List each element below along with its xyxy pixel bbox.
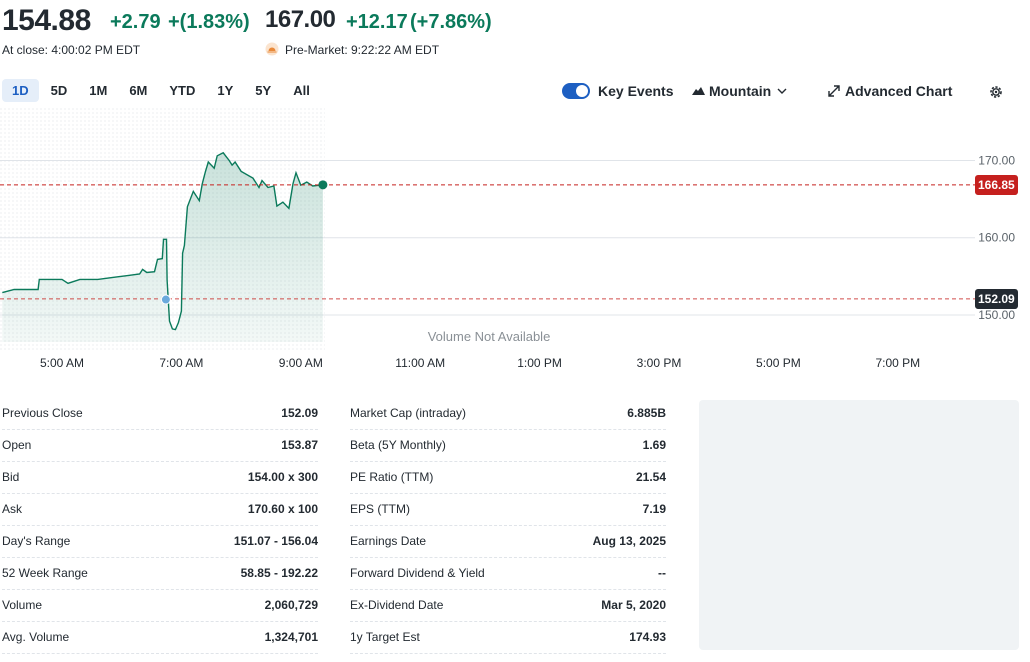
y-tick-label: 160.00 xyxy=(978,231,1015,245)
current-price-tag: 166.85 xyxy=(975,174,1018,195)
sunrise-icon xyxy=(265,42,279,56)
stat-label: Ex-Dividend Date xyxy=(350,598,444,612)
stat-value: 174.93 xyxy=(629,630,666,644)
range-tab-5y[interactable]: 5Y xyxy=(255,83,272,98)
price-line xyxy=(2,151,323,331)
stat-label: Day's Range xyxy=(2,534,71,548)
x-tick-label: 7:00 AM xyxy=(159,356,203,370)
toggle-switch[interactable] xyxy=(562,83,590,99)
range-tab-all[interactable]: All xyxy=(293,83,310,98)
stat-value: 152.09 xyxy=(281,406,318,420)
stat-label: Earnings Date xyxy=(350,534,427,548)
gear-icon[interactable] xyxy=(988,84,1004,100)
chevron-down-icon xyxy=(777,88,787,94)
stat-value: 154.00 x 300 xyxy=(247,470,318,484)
stat-value: Mar 5, 2020 xyxy=(601,598,666,612)
pre-market-change-percent: (+7.86%) xyxy=(410,11,492,33)
key-events-label: Key Events xyxy=(598,83,674,99)
stat-label: Volume xyxy=(2,598,43,612)
range-tab-1y[interactable]: 1Y xyxy=(217,83,234,98)
range-tabs: 1D 5D 1M 6M YTD 1Y 5Y All xyxy=(2,79,322,102)
expand-icon xyxy=(828,85,840,97)
stat-row: Ask 170.60 x 100 xyxy=(2,493,318,526)
stat-row: Volume 2,060,729 xyxy=(2,589,318,622)
close-change-percent: +(1.83%) xyxy=(168,11,250,33)
y-tick-label: 150.00 xyxy=(978,308,1015,322)
key-events-toggle[interactable]: Key Events xyxy=(562,83,673,99)
chart-type-dropdown[interactable]: Mountain xyxy=(692,83,787,99)
range-tab-1m[interactable]: 1M xyxy=(89,83,108,98)
stat-value: 2,060,729 xyxy=(264,598,318,612)
x-tick-label: 5:00 PM xyxy=(756,356,801,370)
advanced-chart-label: Advanced Chart xyxy=(845,83,953,99)
close-time: At close: 4:00:02 PM EDT xyxy=(2,43,141,57)
stat-row: Beta (5Y Monthly) 1.69 xyxy=(350,429,666,462)
stat-value: 58.85 - 192.22 xyxy=(240,566,318,580)
stat-label: Open xyxy=(2,438,32,452)
x-tick-label: 7:00 PM xyxy=(875,356,920,370)
x-tick-label: 5:00 AM xyxy=(40,356,84,370)
stat-row: PE Ratio (TTM) 21.54 xyxy=(350,461,666,494)
y-tick-label: 170.00 xyxy=(978,153,1015,167)
stat-value: 153.87 xyxy=(281,438,318,452)
stat-row: Earnings Date Aug 13, 2025 xyxy=(350,525,666,558)
pre-market-price: 167.00 xyxy=(265,6,336,33)
volume-not-available: Volume Not Available xyxy=(428,329,551,344)
stat-row: Forward Dividend & Yield -- xyxy=(350,557,666,590)
stat-label: Beta (5Y Monthly) xyxy=(350,438,446,452)
close-change: +2.79 xyxy=(110,11,161,33)
stat-label: 52 Week Range xyxy=(2,566,88,580)
price-chart[interactable]: 170.00 160.00 150.00 5:00 AM 7:00 AM 9:00 AM… xyxy=(0,108,1030,378)
stat-label: Previous Close xyxy=(2,406,83,420)
stat-label: Ask xyxy=(2,502,23,516)
range-tab-5d[interactable]: 5D xyxy=(50,83,68,98)
chart-type-label: Mountain xyxy=(709,83,772,99)
pre-market-change: +12.17 xyxy=(346,11,408,33)
stat-value: 1.69 xyxy=(642,438,666,452)
stat-label: 1y Target Est xyxy=(350,630,420,644)
stat-value: -- xyxy=(658,566,666,580)
stat-row: 52 Week Range 58.85 - 192.22 xyxy=(2,557,318,590)
stat-row: Day's Range 151.07 - 156.04 xyxy=(2,525,318,558)
x-tick-label: 3:00 PM xyxy=(637,356,682,370)
x-tick-label: 9:00 AM xyxy=(279,356,323,370)
previous-close-tag: 152.09 xyxy=(975,288,1018,309)
range-tab-ytd[interactable]: YTD xyxy=(169,83,196,98)
mountain-icon xyxy=(692,87,705,95)
stat-row: Market Cap (intraday) 6.885B xyxy=(350,397,666,430)
stat-value: 170.60 x 100 xyxy=(247,502,318,516)
stat-row: Previous Close 152.09 xyxy=(2,397,318,430)
ad-placeholder xyxy=(699,400,1019,650)
stat-value: 1,324,701 xyxy=(264,630,318,644)
range-tab-1d[interactable]: 1D xyxy=(2,79,39,102)
stat-value: 151.07 - 156.04 xyxy=(233,534,318,548)
close-price: 154.88 xyxy=(2,4,91,37)
x-tick-label: 11:00 AM xyxy=(395,356,445,370)
stat-value: 6.885B xyxy=(627,406,666,420)
last-price-marker xyxy=(318,180,328,190)
x-tick-label: 1:00 PM xyxy=(517,356,562,370)
pre-market-time: Pre-Market: 9:22:22 AM EDT xyxy=(285,43,440,57)
stat-row: 1y Target Est 174.93 xyxy=(350,621,666,654)
stat-label: Avg. Volume xyxy=(2,630,70,644)
key-event-marker[interactable] xyxy=(160,294,171,305)
stat-row: Avg. Volume 1,324,701 xyxy=(2,621,318,654)
stat-value: 7.19 xyxy=(642,502,666,516)
stat-label: Forward Dividend & Yield xyxy=(350,566,485,580)
range-tab-6m[interactable]: 6M xyxy=(129,83,148,98)
stat-label: PE Ratio (TTM) xyxy=(350,470,434,484)
stat-label: Market Cap (intraday) xyxy=(350,406,467,420)
advanced-chart-button[interactable]: Advanced Chart xyxy=(828,83,952,99)
stat-row: Bid 154.00 x 300 xyxy=(2,461,318,494)
stat-label: Bid xyxy=(2,470,20,484)
stat-row: Open 153.87 xyxy=(2,429,318,462)
stat-label: EPS (TTM) xyxy=(350,502,410,516)
stat-value: 21.54 xyxy=(635,470,666,484)
stat-row: EPS (TTM) 7.19 xyxy=(350,493,666,526)
price-area xyxy=(2,152,323,342)
stat-value: Aug 13, 2025 xyxy=(592,534,666,548)
stat-row: Ex-Dividend Date Mar 5, 2020 xyxy=(350,589,666,622)
